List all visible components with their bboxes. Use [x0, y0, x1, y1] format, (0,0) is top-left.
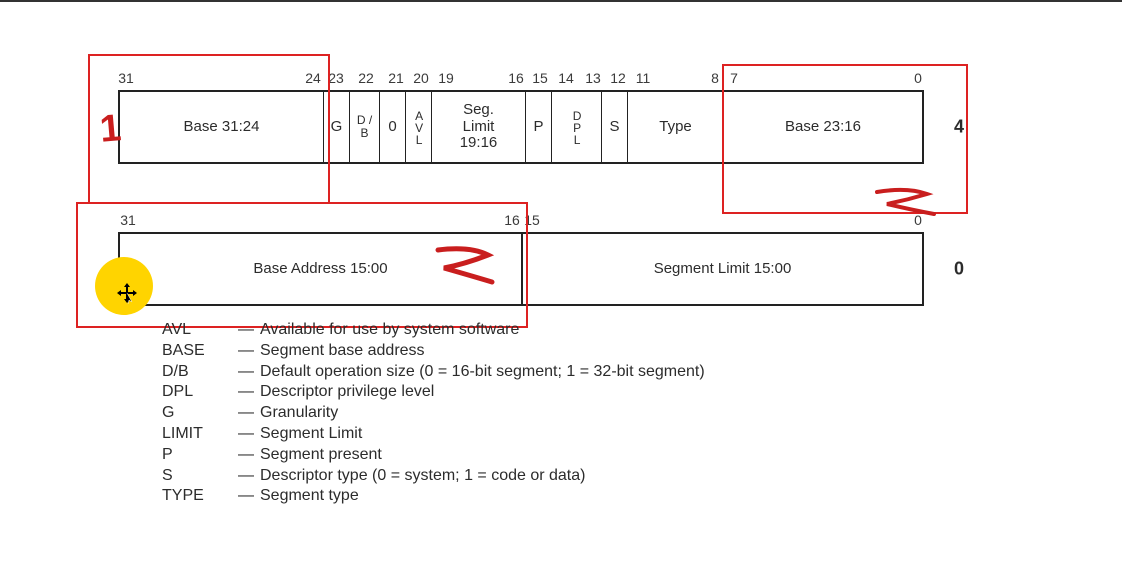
bit-labels-row1: 31 24 23 22 21 20 19 16 15 14 13 12 11 8…: [118, 70, 924, 88]
legend-dash: —: [232, 424, 260, 445]
legend-key: TYPE: [162, 486, 232, 507]
bit-label-12: 12: [610, 70, 626, 86]
cell-base-31-24: Base 31:24: [120, 92, 324, 162]
cell-p: P: [526, 92, 552, 162]
descriptor-row-lower: 31 16 15 0 Base Address 15:00 Segment Li…: [118, 232, 924, 306]
legend-desc: Default operation size (0 = 16-bit segme…: [260, 362, 705, 383]
legend-key: G: [162, 403, 232, 424]
byte-offset-4: 4: [954, 117, 964, 138]
legend-row: TYPE—Segment type: [162, 486, 705, 507]
bit-label-16: 16: [508, 70, 524, 86]
legend-row: AVL—Available for use by system software: [162, 320, 705, 341]
cell-dpl: DPL: [552, 92, 602, 162]
legend-row: P—Segment present: [162, 445, 705, 466]
legend-desc: Segment Limit: [260, 424, 705, 445]
legend-key: D/B: [162, 362, 232, 383]
bit-label-14: 14: [558, 70, 574, 86]
bit-label-11: 11: [636, 70, 651, 86]
legend-row: DPL—Descriptor privilege level: [162, 382, 705, 403]
legend-key: AVL: [162, 320, 232, 341]
bit-label-31: 31: [118, 70, 134, 86]
legend-row: D/B—Default operation size (0 = 16-bit s…: [162, 362, 705, 383]
legend-row: BASE—Segment base address: [162, 341, 705, 362]
cell-type: Type: [628, 92, 724, 162]
byte-offset-0: 0: [954, 259, 964, 280]
cell-avl: AVL: [406, 92, 432, 162]
bit-label-0b: 0: [914, 212, 922, 228]
legend-key: S: [162, 466, 232, 487]
legend-dash: —: [232, 362, 260, 383]
legend-desc: Segment present: [260, 445, 705, 466]
legend-key: DPL: [162, 382, 232, 403]
descriptor-row-upper: 31 24 23 22 21 20 19 16 15 14 13 12 11 8…: [118, 90, 924, 164]
bit-label-13: 13: [585, 70, 601, 86]
bit-label-16b: 16: [504, 212, 520, 228]
bit-label-0: 0: [914, 70, 922, 86]
legend-desc: Available for use by system software: [260, 320, 705, 341]
legend-row: S—Descriptor type (0 = system; 1 = code …: [162, 466, 705, 487]
legend-dash: —: [232, 320, 260, 341]
legend-desc: Segment base address: [260, 341, 705, 362]
legend-dash: —: [232, 445, 260, 466]
legend: AVL—Available for use by system software…: [162, 320, 705, 507]
legend-desc: Descriptor type (0 = system; 1 = code or…: [260, 466, 705, 487]
legend-dash: —: [232, 486, 260, 507]
legend-dash: —: [232, 466, 260, 487]
legend-key: P: [162, 445, 232, 466]
bit-labels-row2: 31 16 15 0: [118, 212, 924, 230]
bit-label-22: 22: [358, 70, 374, 86]
legend-key: LIMIT: [162, 424, 232, 445]
page: 31 24 23 22 21 20 19 16 15 14 13 12 11 8…: [0, 0, 1122, 566]
cell-db: D / B: [350, 92, 380, 162]
bit-label-20: 20: [413, 70, 429, 86]
bit-label-15: 15: [532, 70, 548, 86]
bit-label-24: 24: [305, 70, 321, 86]
bit-label-15b: 15: [524, 212, 540, 228]
bit-label-31b: 31: [120, 212, 136, 228]
cell-base-addr-15-00: Base Address 15:00: [120, 234, 523, 304]
cell-seg-limit-15-00: Segment Limit 15:00: [523, 234, 922, 304]
legend-dash: —: [232, 341, 260, 362]
bit-label-21: 21: [388, 70, 404, 86]
legend-desc: Descriptor privilege level: [260, 382, 705, 403]
cell-g: G: [324, 92, 350, 162]
legend-row: LIMIT—Segment Limit: [162, 424, 705, 445]
legend-row: G—Granularity: [162, 403, 705, 424]
cell-zero: 0: [380, 92, 406, 162]
cell-s: S: [602, 92, 628, 162]
cursor-highlight: [95, 257, 153, 315]
bit-label-7: 7: [730, 70, 738, 86]
legend-dash: —: [232, 403, 260, 424]
cell-seg-limit-19-16: Seg. Limit 19:16: [432, 92, 526, 162]
bit-label-23: 23: [328, 70, 344, 86]
legend-desc: Segment type: [260, 486, 705, 507]
register-row-1: Base 31:24 G D / B 0 AVL Seg. Limit 19:1…: [118, 90, 924, 164]
bit-label-8: 8: [711, 70, 719, 86]
cell-base-23-16: Base 23:16: [724, 92, 922, 162]
legend-key: BASE: [162, 341, 232, 362]
register-row-2: Base Address 15:00 Segment Limit 15:00: [118, 232, 924, 306]
legend-desc: Granularity: [260, 403, 705, 424]
legend-dash: —: [232, 382, 260, 403]
bit-label-19: 19: [438, 70, 454, 86]
